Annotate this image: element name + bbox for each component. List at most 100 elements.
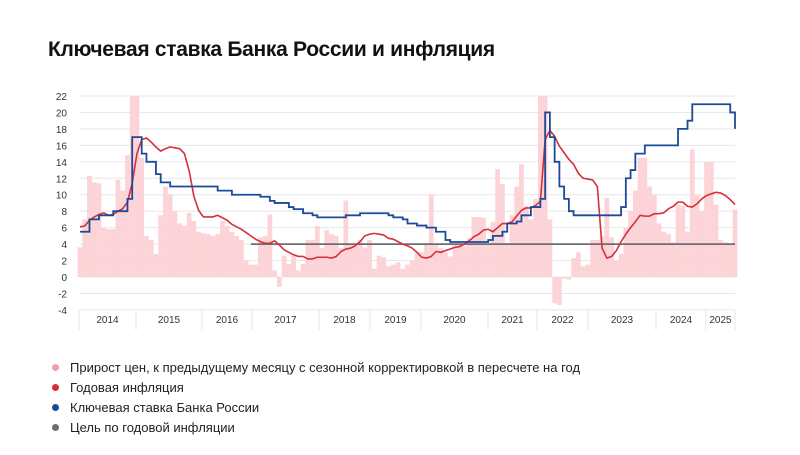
- y-tick-label: 12: [56, 174, 68, 185]
- mom-bar: [229, 231, 235, 277]
- mom-bar: [599, 235, 605, 277]
- mom-bar: [343, 200, 349, 277]
- y-tick-label: 0: [61, 273, 67, 284]
- mom-bar: [367, 239, 372, 277]
- legend-dot-target: [52, 423, 59, 431]
- mom-bar: [186, 212, 192, 277]
- legend-label-annual: Годовая инфляция: [70, 379, 184, 395]
- mom-bar: [253, 264, 258, 277]
- mom-bar: [689, 149, 695, 277]
- mom-bar: [243, 260, 249, 277]
- mom-bar: [575, 252, 581, 277]
- mom-bar: [248, 264, 254, 277]
- mom-bar: [485, 244, 491, 277]
- mom-bar: [490, 221, 496, 277]
- mom-bar: [286, 263, 292, 277]
- mom-bar: [115, 179, 121, 277]
- mom-bar: [642, 157, 648, 277]
- mom-bar: [386, 266, 391, 277]
- mom-bar: [224, 225, 230, 277]
- mom-bar: [414, 252, 420, 277]
- y-tick-label: 2: [61, 257, 67, 268]
- mom-bar: [623, 227, 629, 277]
- mom-bar: [704, 161, 709, 277]
- mom-bar: [428, 194, 434, 277]
- mom-bar: [376, 255, 382, 277]
- mom-bar: [447, 256, 453, 277]
- mom-bar: [409, 260, 415, 277]
- y-tick-label: 8: [61, 207, 67, 218]
- mom-bar: [262, 235, 268, 277]
- mom-bar: [220, 221, 225, 277]
- mom-bar: [466, 238, 472, 277]
- mom-bar: [618, 253, 624, 277]
- mom-bar: [362, 247, 368, 277]
- mom-bar: [723, 242, 728, 277]
- y-tick-label: 4: [61, 240, 67, 251]
- legend-label-mom: Прирост цен, к предыдущему месяцу с сезо…: [70, 359, 581, 375]
- mom-bar: [666, 234, 671, 277]
- y-tick-label: 6: [61, 224, 67, 235]
- mom-bar: [348, 244, 353, 277]
- y-tick-label: 18: [56, 125, 68, 136]
- mom-bar: [163, 186, 168, 277]
- mom-bar: [177, 223, 183, 277]
- x-tick-label: 2014: [96, 315, 119, 326]
- y-tick-label: 22: [56, 92, 68, 103]
- legend-item-target: Цель по годовой инфляции: [48, 417, 580, 437]
- mom-bar: [462, 245, 467, 277]
- legend-dot-mom: [52, 363, 59, 371]
- mom-bar: [647, 186, 652, 277]
- mom-bar: [604, 198, 610, 277]
- x-tick-label: 2021: [501, 315, 524, 326]
- mom-bar: [338, 248, 344, 277]
- mom-bar: [651, 194, 657, 277]
- mom-bar: [438, 248, 444, 277]
- y-tick-label: 10: [56, 191, 68, 202]
- mom-bar: [424, 244, 429, 277]
- mom-bar: [257, 237, 263, 277]
- mom-bar: [509, 215, 515, 277]
- legend-label-key-rate: Ключевая ставка Банка России: [70, 399, 260, 415]
- mom-bar: [580, 266, 586, 277]
- mom-bar: [352, 245, 358, 277]
- mom-bar: [110, 229, 116, 277]
- x-tick-label: 2015: [158, 315, 181, 326]
- mom-bar: [495, 169, 501, 277]
- mom-bar: [125, 155, 130, 277]
- mom-bar: [713, 204, 719, 277]
- legend-item-key-rate: Ключевая ставка Банка России: [48, 397, 580, 417]
- mom-bar: [433, 244, 439, 277]
- mom-bar: [144, 235, 149, 277]
- mom-bar: [590, 239, 595, 277]
- mom-bar: [514, 186, 520, 277]
- mom-bar: [694, 194, 700, 277]
- mom-bar: [295, 270, 301, 277]
- mom-bar: [134, 96, 140, 277]
- x-tick-label: 2022: [551, 315, 574, 326]
- mom-bar: [476, 216, 482, 277]
- x-tick-label: 2018: [333, 315, 356, 326]
- mom-bar: [205, 234, 211, 277]
- annual-inflation-line: [79, 129, 736, 260]
- y-tick-label: -4: [58, 306, 67, 317]
- mom-bar: [357, 239, 363, 277]
- mom-bar: [656, 223, 662, 277]
- mom-bar: [101, 227, 107, 277]
- mom-bar: [637, 157, 643, 277]
- mom-bar: [319, 248, 325, 277]
- legend-label-target: Цель по годовой инфляции: [70, 419, 235, 435]
- mom-bar: [685, 231, 690, 277]
- mom-bar: [528, 219, 534, 277]
- mom-bar: [139, 157, 145, 277]
- legend-item-mom: Прирост цен, к предыдущему месяцу с сезо…: [48, 357, 580, 377]
- mom-bar: [571, 258, 576, 277]
- mom-bar: [153, 253, 159, 277]
- mom-bar: [158, 215, 164, 277]
- mom-bar: [291, 255, 296, 277]
- mom-bar: [594, 239, 600, 277]
- mom-bar: [670, 242, 676, 277]
- mom-bar: [718, 239, 724, 277]
- mom-bar: [201, 233, 206, 277]
